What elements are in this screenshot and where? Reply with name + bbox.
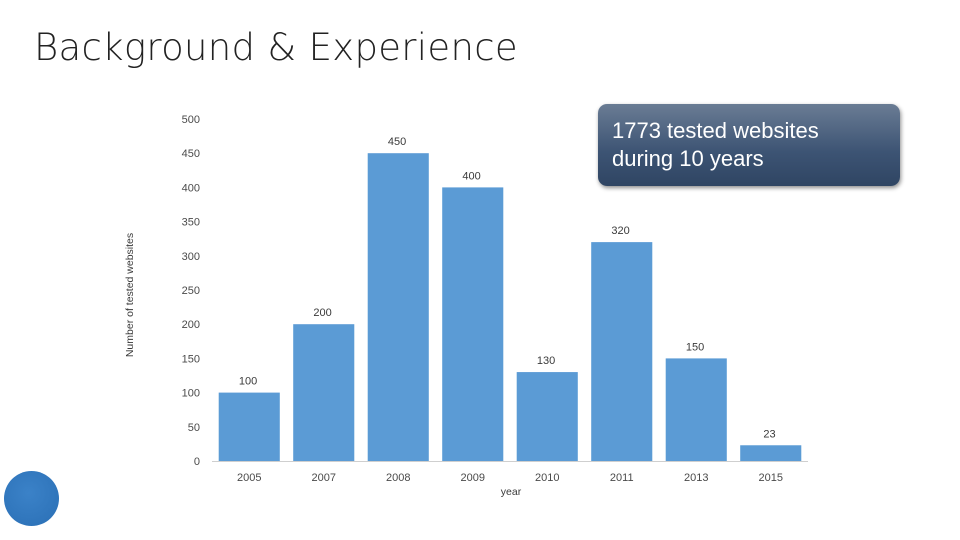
callout-line-1: 1773 tested websites (612, 118, 819, 143)
callout-line-2: during 10 years (612, 146, 764, 171)
y-axis-ticks: 0 50 100 150 200 250 300 350 400 450 500 (182, 114, 200, 468)
bars (218, 153, 802, 461)
data-label-2015: 23 (763, 428, 775, 440)
data-label-2011: 320 (611, 225, 629, 237)
x-tick-label: 2005 (237, 472, 261, 484)
x-tick-label: 2008 (386, 472, 410, 484)
y-tick-label: 50 (188, 422, 200, 434)
y-tick-label: 450 (182, 148, 200, 160)
bar-2015 (740, 445, 802, 461)
y-tick-label: 200 (182, 319, 200, 331)
data-label-2007: 200 (313, 307, 331, 319)
y-tick-label: 250 (182, 285, 200, 297)
x-axis-ticks: 2005 2007 2008 2009 2010 2011 2013 2015 (237, 472, 783, 484)
x-tick-label: 2013 (684, 472, 708, 484)
y-tick-label: 150 (182, 353, 200, 365)
x-tick-label: 2009 (461, 472, 485, 484)
bar-2005 (218, 392, 280, 461)
y-tick-label: 0 (194, 456, 200, 468)
data-label-2008: 450 (388, 136, 406, 148)
x-tick-label: 2007 (312, 472, 336, 484)
bar-2007 (293, 324, 355, 461)
bar-2008 (367, 153, 429, 461)
bar-2010 (516, 372, 578, 461)
data-label-2005: 100 (239, 376, 257, 388)
x-tick-label: 2010 (535, 472, 559, 484)
x-tick-label: 2011 (610, 472, 634, 484)
data-label-2013: 150 (686, 341, 704, 353)
summary-callout: 1773 tested websites during 10 years (598, 104, 900, 186)
y-tick-label: 300 (182, 251, 200, 263)
y-axis-label: Number of tested websites (124, 233, 136, 357)
x-axis-label: year (501, 486, 522, 498)
y-tick-label: 500 (182, 114, 200, 126)
data-labels: 100 200 450 400 130 320 150 23 (239, 136, 776, 440)
bar-2011 (591, 242, 653, 461)
y-tick-label: 350 (182, 217, 200, 229)
y-tick-label: 400 (182, 182, 200, 194)
data-label-2010: 130 (537, 355, 555, 367)
bar-2009 (442, 187, 504, 461)
y-tick-label: 100 (182, 388, 200, 400)
slide-title: Background & Experience (34, 26, 518, 69)
x-tick-label: 2015 (759, 472, 783, 484)
decorative-circle (4, 471, 59, 526)
data-label-2009: 400 (462, 170, 480, 182)
bar-2013 (665, 358, 727, 461)
